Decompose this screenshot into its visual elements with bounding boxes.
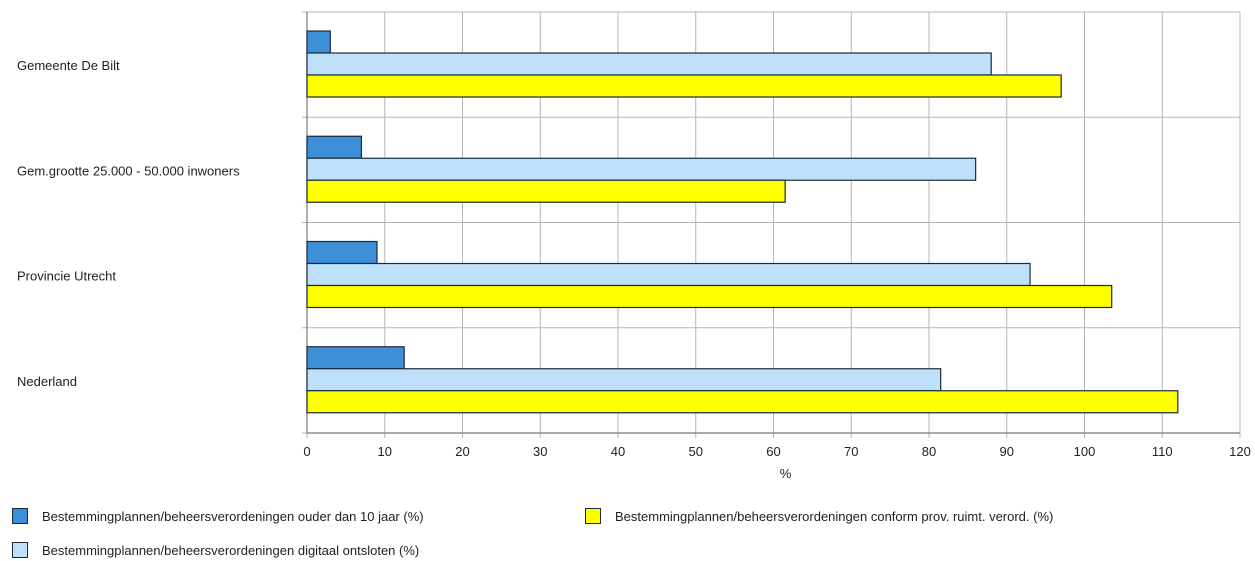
category-label: Provincie Utrecht bbox=[17, 269, 116, 284]
x-tick-label: 50 bbox=[689, 444, 703, 459]
bar-conform bbox=[306, 74, 1062, 98]
x-tick-label: 120 bbox=[1229, 444, 1251, 459]
legend-label-conform: Bestemmingplannen/beheersverordeningen c… bbox=[615, 508, 1054, 524]
bar-digitaal bbox=[306, 52, 992, 76]
bar-conform bbox=[306, 284, 1113, 309]
legend-label-digitaal: Bestemmingplannen/beheersverordeningen d… bbox=[42, 542, 420, 558]
x-tick-label: 110 bbox=[1152, 444, 1173, 459]
x-tick-label: 20 bbox=[455, 444, 469, 459]
legend-item-conform: Bestemmingplannen/beheersverordeningen c… bbox=[585, 508, 1053, 524]
bars bbox=[306, 30, 1179, 414]
bar-ouder bbox=[306, 240, 378, 265]
category-label: Gemeente De Bilt bbox=[17, 58, 120, 73]
bar-digitaal bbox=[306, 368, 942, 392]
legend-item-digitaal: Bestemmingplannen/beheersverordeningen d… bbox=[12, 542, 419, 558]
bar-chart: Gemeente De Bilt Gem.grootte 25.000 - 50.… bbox=[17, 11, 1251, 481]
x-tick-label: 80 bbox=[922, 444, 936, 459]
bar-ouder bbox=[306, 30, 331, 54]
x-tick-label: 90 bbox=[1000, 444, 1014, 459]
legend-swatch-conform bbox=[585, 508, 601, 524]
category-labels: Gemeente De Bilt Gem.grootte 25.000 - 50.… bbox=[17, 58, 240, 389]
x-axis-title: % bbox=[780, 466, 792, 481]
x-tick-label: 10 bbox=[378, 444, 392, 459]
bar-digitaal bbox=[306, 157, 977, 181]
bar-ouder bbox=[306, 135, 363, 159]
x-axis-ticks: 0 10 20 30 40 50 60 70 80 90 100 110 120 bbox=[303, 444, 1250, 459]
category-label: Gem.grootte 25.000 - 50.000 inwoners bbox=[17, 163, 240, 178]
bar-digitaal bbox=[306, 262, 1031, 287]
legend-swatch-digitaal bbox=[12, 542, 28, 558]
bar-conform bbox=[306, 179, 786, 203]
bar-ouder bbox=[306, 346, 405, 370]
bar-conform bbox=[306, 390, 1179, 414]
x-tick-label: 100 bbox=[1074, 444, 1096, 459]
x-tick-label: 40 bbox=[611, 444, 625, 459]
legend-item-ouder: Bestemmingplannen/beheersverordeningen o… bbox=[12, 508, 424, 524]
legend-swatch-ouder bbox=[12, 508, 28, 524]
legend-label-ouder: Bestemmingplannen/beheersverordeningen o… bbox=[42, 508, 424, 524]
x-tick-label: 70 bbox=[844, 444, 858, 459]
x-tick-label: 60 bbox=[766, 444, 780, 459]
x-tick-label: 0 bbox=[303, 444, 310, 459]
x-tick-label: 30 bbox=[533, 444, 547, 459]
category-label: Nederland bbox=[17, 374, 77, 389]
